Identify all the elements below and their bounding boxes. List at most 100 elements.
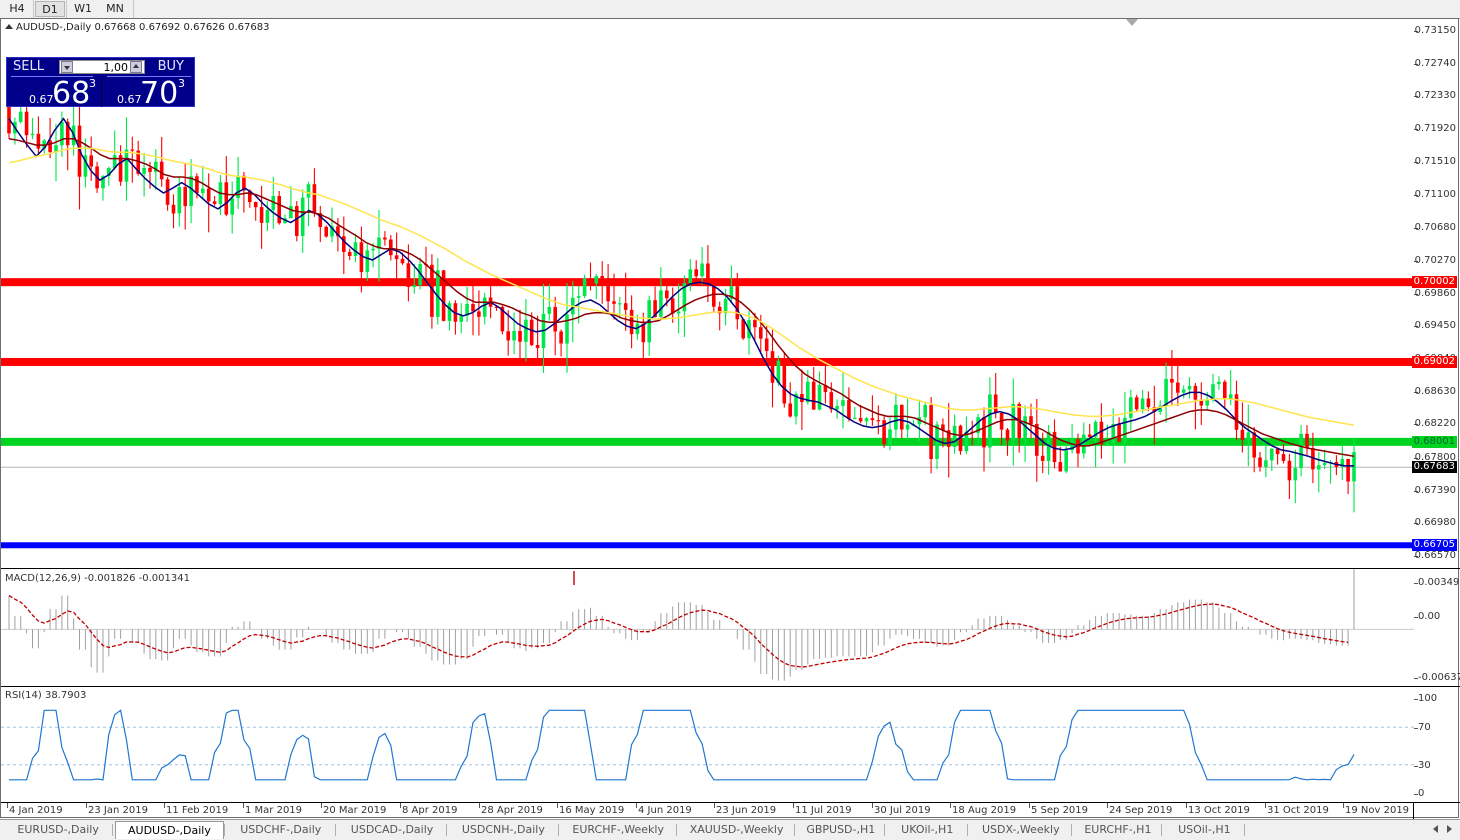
tab-separator (557, 824, 559, 836)
tab-separator (794, 824, 796, 836)
chevron-up-icon (133, 64, 139, 68)
rsi-axis: 100 70 30 0 (1414, 687, 1458, 802)
sell-button[interactable]: SELL (13, 59, 44, 74)
one-click-trading-panel[interactable]: SELL 1,00 BUY 0.67 68 3 0.67 70 3 (6, 57, 196, 111)
price-axis-label: 0.71510 (1414, 156, 1456, 167)
tab-separator (675, 824, 677, 836)
timeframe-h4[interactable]: H4 (9, 2, 25, 15)
current-price-tag[interactable]: 0.67683 (1411, 461, 1457, 473)
date-axis-separator (1, 802, 1460, 803)
scroll-right-icon[interactable] (1447, 825, 1452, 833)
resistance-line-lower[interactable]: 0.69002 (1411, 356, 1457, 368)
rsi-axis-label: 0 (1418, 788, 1425, 799)
support-line-blue[interactable]: 0.66705 (1411, 539, 1457, 551)
tab-separator (1244, 824, 1246, 836)
price-axis-label: 0.68630 (1414, 386, 1456, 397)
rsi-axis-label: 70 (1418, 722, 1431, 733)
chart-tab-usdcaddaily[interactable]: USDCAD-,Daily (350, 823, 434, 836)
price-axis-label: 0.72330 (1414, 90, 1456, 101)
tab-separator (112, 824, 114, 836)
chart-tab-eurusddaily[interactable]: EURUSD-,Daily (17, 823, 99, 836)
candlestick-chart (1, 19, 1414, 549)
chart-frame[interactable]: AUDUSD-,Daily 0.67668 0.67692 0.67626 0.… (0, 18, 1460, 819)
date-axis-label: 16 May 2019 (559, 805, 625, 816)
price-axis-label: 0.67800 (1414, 452, 1456, 463)
tab-separator (884, 824, 886, 836)
timeframe-toolbar: H4 D1 W1 MN (0, 0, 1460, 19)
sell-price-sup: 3 (89, 77, 96, 90)
date-axis-label: 1 Mar 2019 (245, 805, 303, 816)
sell-price-prefix: 0.67 (29, 93, 54, 106)
buy-price-sup: 3 (178, 77, 185, 90)
price-axis-label: 0.66980 (1414, 517, 1456, 528)
price-axis-label: 0.66570 (1414, 550, 1456, 561)
rsi-pane[interactable] (1, 687, 1414, 802)
date-axis-label: 19 Nov 2019 (1345, 805, 1410, 816)
macd-pane[interactable] (1, 569, 1414, 686)
date-axis-label: 5 Sep 2019 (1031, 805, 1089, 816)
volume-input[interactable]: 1,00 (59, 60, 145, 74)
date-axis-label: 28 Apr 2019 (481, 805, 543, 816)
rsi-axis-label: 100 (1418, 693, 1438, 704)
price-axis-label: 0.72740 (1414, 58, 1456, 69)
price-axis-label: 0.68220 (1414, 418, 1456, 429)
timeframe-mn[interactable]: MN (106, 2, 124, 15)
macd-axis-label: 0.00 (1418, 611, 1441, 622)
tab-separator (967, 824, 969, 836)
volume-dropdown-button[interactable] (61, 61, 73, 73)
date-axis-label: 23 Jun 2019 (716, 805, 777, 816)
macd-axis: 0.00349 0.00 -0.00637 (1414, 569, 1460, 686)
price-axis-label: 0.73150 (1414, 25, 1456, 36)
date-axis-label: 4 Jun 2019 (638, 805, 692, 816)
price-axis-label: 0.70680 (1414, 222, 1456, 233)
sell-underline (11, 76, 93, 77)
chart-tab-usdxweekly[interactable]: USDX-,Weekly (981, 823, 1060, 836)
price-pane[interactable] (1, 19, 1414, 568)
timeframe-w1[interactable]: W1 (74, 2, 92, 15)
support-line-green[interactable]: 0.68001 (1411, 436, 1457, 448)
chart-tab-eurchfweekly[interactable]: EURCHF-,Weekly (572, 823, 664, 836)
date-axis[interactable]: 4 Jan 2019 23 Jan 2019 11 Feb 2019 1 Mar 20… (1, 803, 1414, 818)
price-axis-label: 0.69450 (1414, 320, 1456, 331)
collapse-triangle-icon[interactable] (5, 24, 13, 29)
tab-separator (1071, 824, 1073, 836)
price-axis[interactable]: 0.73150 0.72740 0.72330 0.71920 0.71510 0.711… (1411, 19, 1458, 568)
macd-label: MACD(12,26,9) -0.001826 -0.001341 (5, 573, 190, 584)
resistance-line-upper[interactable]: 0.70002 (1411, 276, 1457, 288)
date-axis-label: 20 Mar 2019 (323, 805, 387, 816)
date-axis-label: 11 Feb 2019 (166, 805, 229, 816)
chart-tab-usdchfdaily[interactable]: USDCHF-,Daily (240, 823, 322, 836)
chart-tab-usdcnhdaily[interactable]: USDCNH-,Daily (461, 823, 545, 836)
chart-tab-gbpusdh1[interactable]: GBPUSD-,H1 (806, 823, 876, 836)
buy-price-area[interactable]: 0.67 70 3 (102, 76, 196, 111)
chart-header-label: AUDUSD-,Daily 0.67668 0.67692 0.67626 0.… (16, 22, 270, 33)
macd-axis-label: -0.00637 (1418, 672, 1460, 683)
chart-tabs-bar[interactable]: EURUSD-,Daily AUDUSD-,Daily USDCHF-,Daily U… (0, 819, 1460, 840)
tab-separator (334, 824, 336, 836)
tab-separator (223, 824, 225, 836)
buy-underline (107, 76, 191, 77)
date-axis-label: 24 Sep 2019 (1109, 805, 1173, 816)
chart-symbol-header: AUDUSD-,Daily 0.67668 0.67692 0.67626 0.… (5, 22, 269, 33)
tab-separator (1161, 824, 1163, 836)
macd-axis-label: 0.00349 (1418, 577, 1460, 588)
sell-price-area[interactable]: 0.67 68 3 (7, 76, 101, 109)
timeframe-d1[interactable]: D1 (35, 1, 65, 17)
chart-tab-eurchfh1[interactable]: EURCHF-,H1 (1084, 823, 1152, 836)
chart-tab-audusddaily[interactable]: AUDUSD-,Daily (115, 821, 224, 839)
tab-separator (446, 824, 448, 836)
rsi-axis-label: 30 (1418, 760, 1431, 771)
buy-price-big: 70 (140, 76, 179, 111)
buy-price-prefix: 0.67 (117, 93, 142, 106)
chevron-down-icon (64, 66, 70, 70)
price-axis-label: 0.70270 (1414, 255, 1456, 266)
rsi-label: RSI(14) 38.7903 (5, 690, 87, 701)
chart-tab-usoilh1[interactable]: USOil-,H1 (1178, 823, 1231, 836)
scroll-left-icon[interactable] (1433, 825, 1438, 833)
date-axis-label: 23 Jan 2019 (88, 805, 148, 816)
buy-button[interactable]: BUY (157, 59, 184, 74)
chart-tab-xauusdweekly[interactable]: XAUUSD-,Weekly (689, 823, 784, 836)
volume-increase-button[interactable] (130, 61, 142, 73)
chart-tab-ukoilh1[interactable]: UKOil-,H1 (901, 823, 954, 836)
